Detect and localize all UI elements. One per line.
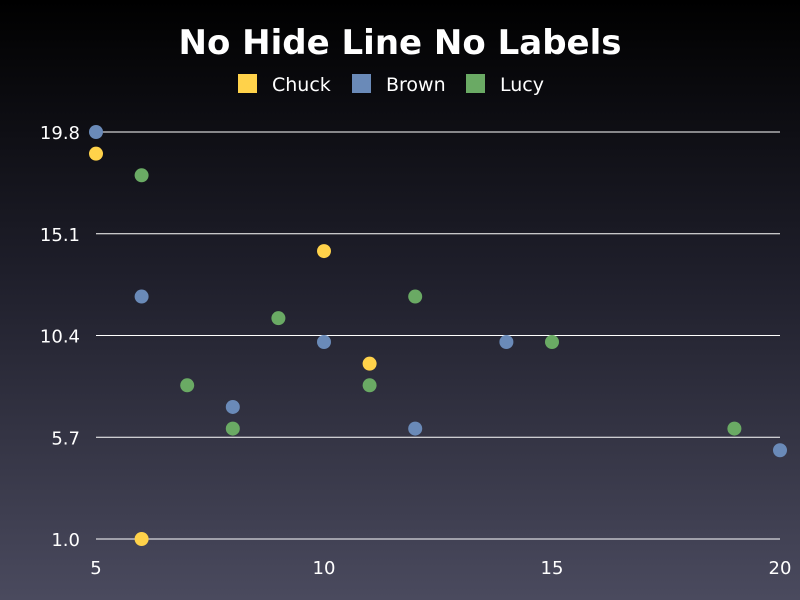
- y-tick-label: 5.7: [51, 428, 80, 449]
- legend: Chuck Brown Lucy: [238, 74, 544, 96]
- y-axis: 19.8 15.1 10.4 5.7 1.0: [40, 123, 80, 551]
- legend-item-chuck: Chuck: [238, 74, 331, 96]
- data-point: [362, 356, 377, 371]
- y-tick-label: 1.0: [51, 530, 80, 551]
- data-point: [317, 244, 331, 259]
- legend-item-brown: Brown: [352, 74, 446, 96]
- data-point: [89, 146, 103, 161]
- data-point: [408, 289, 423, 304]
- legend-swatch: [352, 74, 371, 93]
- y-tick-label: 19.8: [40, 123, 80, 144]
- data-point: [499, 334, 514, 349]
- x-tick-label: 5: [90, 558, 101, 579]
- chart-title: No Hide Line No Labels: [179, 23, 622, 63]
- legend-label: Lucy: [500, 74, 544, 96]
- data-point: [317, 334, 331, 349]
- legend-swatch: [466, 74, 485, 93]
- data-point: [134, 168, 149, 183]
- x-tick-label: 15: [541, 558, 564, 579]
- data-point: [225, 399, 240, 414]
- x-tick-label: 10: [313, 558, 336, 579]
- legend-item-lucy: Lucy: [466, 74, 544, 96]
- series-chuck: [89, 146, 377, 546]
- legend-swatch: [238, 74, 257, 93]
- legend-label: Brown: [386, 74, 446, 96]
- y-tick-label: 10.4: [40, 327, 80, 348]
- x-tick-label: 20: [769, 558, 792, 579]
- legend-label: Chuck: [272, 74, 331, 96]
- data-point: [89, 125, 103, 139]
- data-point: [225, 421, 240, 436]
- x-axis: 5 10 15 20: [90, 558, 791, 579]
- data-points: [89, 125, 787, 546]
- data-point: [134, 289, 149, 304]
- data-point: [271, 311, 286, 326]
- data-point: [773, 443, 787, 458]
- series-brown: [89, 125, 787, 458]
- series-lucy: [134, 168, 742, 436]
- data-point: [545, 334, 559, 349]
- data-point: [362, 378, 377, 393]
- data-point: [180, 378, 195, 393]
- y-tick-label: 15.1: [40, 225, 80, 246]
- data-point: [408, 421, 423, 436]
- data-point: [134, 532, 149, 546]
- gridlines: [96, 131, 780, 540]
- data-point: [727, 421, 742, 436]
